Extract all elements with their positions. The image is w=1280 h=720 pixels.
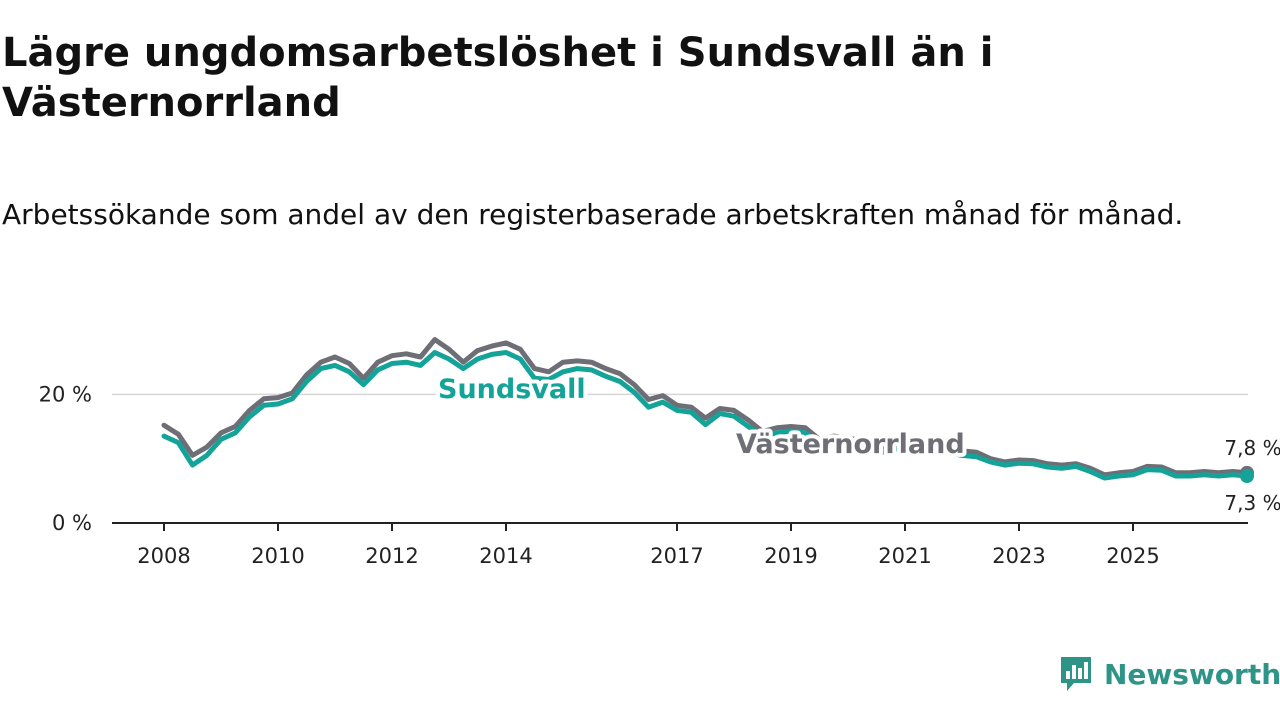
end-marker-sundsvall (1240, 469, 1254, 484)
x-tick-label: 2014 (479, 544, 532, 568)
x-tick-label: 2017 (650, 544, 703, 568)
series-label-vasternorrland: Västernorrland (736, 429, 965, 460)
brand-logo: Newsworthy (1058, 654, 1280, 694)
series-label-sundsvall: Sundsvall (438, 374, 586, 405)
newsworthy-logo-icon (1061, 657, 1091, 691)
x-tick-label: 2008 (137, 544, 190, 568)
chart-title: Lägre ungdomsarbetslöshet i Sundsvall än… (2, 30, 994, 126)
x-tick-label: 2025 (1106, 544, 1159, 568)
x-tick-label: 2012 (365, 544, 418, 568)
x-tick-label: 2021 (878, 544, 931, 568)
x-tick-label: 2019 (764, 544, 817, 568)
y-tick-label: 20 % (39, 382, 92, 406)
y-tick-label: 0 % (52, 511, 92, 535)
x-tick-label: 2010 (251, 544, 304, 568)
end-label-sundsvall: 7,3 % (1224, 491, 1280, 515)
series-line-västernorrland (161, 337, 1250, 478)
series-line-sundsvall (161, 350, 1250, 481)
brand-name: Newsworthy (1104, 657, 1280, 691)
x-tick-label: 2023 (992, 544, 1045, 568)
line-chart: 0 % 20 % 2008 2010 2012 2014 2017 2019 2021 2023 2… (39, 337, 1280, 568)
chart-subtitle: Arbetssökande som andel av den registerb… (2, 198, 1184, 231)
end-label-vasternorrland: 7,8 % (1224, 436, 1280, 460)
